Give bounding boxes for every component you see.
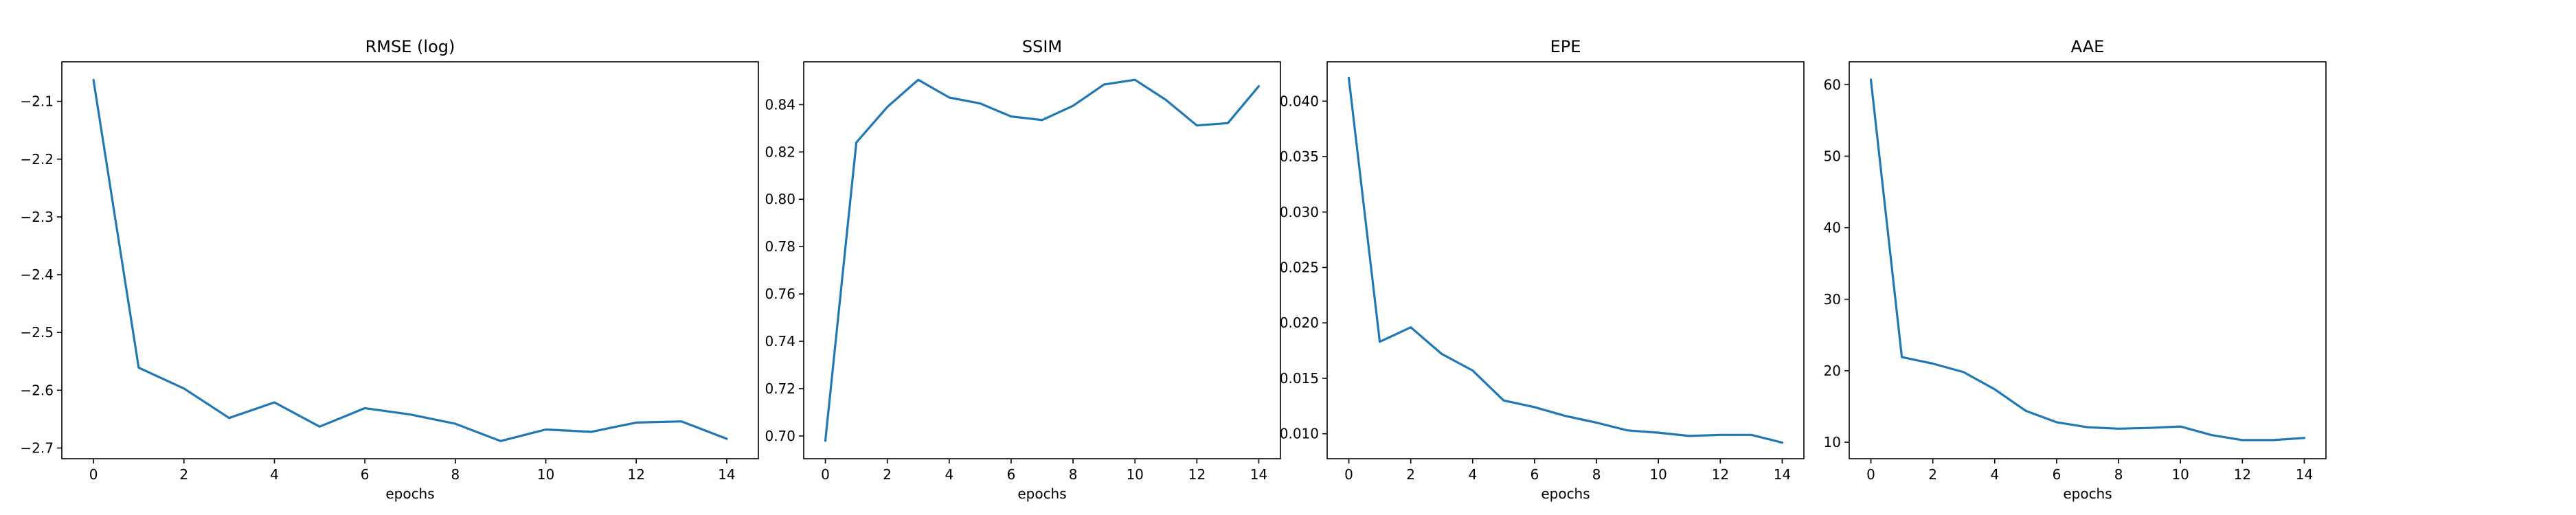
x-tick-label: 10 xyxy=(1649,466,1667,483)
y-tick-label: 0.80 xyxy=(765,191,795,207)
plot-frame xyxy=(61,61,759,459)
subplot-ssim: SSIM epochs 0 2 4 6 8 10 12 14 0.70 0.72 0.74 0.76 0… xyxy=(765,37,1281,502)
y-tick-label: 0.025 xyxy=(1280,259,1319,275)
y-tick-label: −2.3 xyxy=(20,209,54,225)
x-tick-label: 14 xyxy=(2296,466,2313,483)
x-tick-label: 10 xyxy=(1126,466,1143,483)
x-tick-label: 4 xyxy=(1468,466,1477,483)
plot-frame xyxy=(1849,61,2327,459)
series-line xyxy=(1347,76,1784,444)
y-tick-label: 0.70 xyxy=(765,428,795,444)
y-tick-label: 0.76 xyxy=(765,286,795,302)
x-tick-label: 10 xyxy=(537,466,554,483)
chart-title: EPE xyxy=(1550,37,1581,56)
y-tick-label: 0.84 xyxy=(765,96,795,113)
series-line xyxy=(92,78,728,442)
x-tick-label: 2 xyxy=(1928,466,1937,483)
chart-title: SSIM xyxy=(1022,37,1062,56)
y-tick-label: 0.78 xyxy=(765,238,795,255)
y-tick-label: 0.035 xyxy=(1280,148,1319,165)
x-tick-label: 2 xyxy=(883,466,892,483)
y-tick-label: −2.6 xyxy=(20,382,54,398)
x-tick-label: 12 xyxy=(1712,466,1729,483)
y-tick-label: −2.1 xyxy=(20,93,54,110)
y-tick-label: 0.015 xyxy=(1280,370,1319,387)
x-tick-label: 6 xyxy=(2053,466,2061,483)
y-tick-label: 10 xyxy=(1824,434,1841,450)
y-tick-label: −2.7 xyxy=(20,439,54,456)
y-tick-label: 20 xyxy=(1824,363,1841,379)
x-tick-label: 14 xyxy=(718,466,735,483)
series-line xyxy=(1869,78,2306,442)
y-tick-label: −2.2 xyxy=(20,151,54,168)
x-tick-label: 2 xyxy=(1406,466,1415,483)
y-tick-label: 0.010 xyxy=(1280,426,1319,442)
x-axis-label: epochs xyxy=(2063,485,2112,502)
x-tick-label: 0 xyxy=(1344,466,1353,483)
x-tick-label: 6 xyxy=(361,466,370,483)
y-tick-label: 0.74 xyxy=(765,333,795,350)
y-tick-label: 0.030 xyxy=(1280,204,1319,220)
y-tick-label: 60 xyxy=(1824,76,1841,93)
x-tick-label: 14 xyxy=(1250,466,1267,483)
subplot-epe: EPE epochs 0 2 4 6 8 10 12 14 0.010 0.015 0.020 0.0… xyxy=(1280,37,1805,502)
x-tick-label: 4 xyxy=(1990,466,1999,483)
x-tick-label: 0 xyxy=(1866,466,1875,483)
y-tick-label: 40 xyxy=(1824,220,1841,236)
x-tick-label: 4 xyxy=(270,466,279,483)
x-tick-label: 4 xyxy=(945,466,953,483)
x-tick-label: 14 xyxy=(1774,466,1791,483)
y-tick-label: 0.72 xyxy=(765,380,795,397)
y-tick-label: 30 xyxy=(1824,291,1841,308)
x-tick-label: 12 xyxy=(1188,466,1206,483)
x-tick-label: 8 xyxy=(1069,466,1078,483)
x-axis-label: epochs xyxy=(385,485,434,502)
x-tick-label: 8 xyxy=(451,466,460,483)
x-tick-label: 12 xyxy=(627,466,644,483)
x-axis-label: epochs xyxy=(1017,485,1066,502)
x-tick-label: 0 xyxy=(89,466,98,483)
y-tick-label: 0.020 xyxy=(1280,314,1319,331)
x-axis-label: epochs xyxy=(1541,485,1590,502)
y-tick-label: −2.5 xyxy=(20,324,54,341)
x-tick-label: 0 xyxy=(821,466,830,483)
x-tick-label: 6 xyxy=(1530,466,1539,483)
subplot-rmse: RMSE (log) epochs 0 2 4 6 8 10 12 14 −2.7 −2.6 −2.… xyxy=(20,37,759,502)
plot-frame xyxy=(803,61,1281,459)
subplot-aae: AAE epochs 0 2 4 6 8 10 12 14 10 20 30 40 50 60 xyxy=(1824,37,2327,502)
y-tick-label: −2.4 xyxy=(20,266,54,283)
plot-frame xyxy=(1326,61,1805,459)
x-tick-label: 8 xyxy=(1592,466,1601,483)
x-tick-label: 8 xyxy=(2114,466,2123,483)
series-line xyxy=(824,78,1261,442)
y-tick-label: 0.82 xyxy=(765,144,795,160)
y-tick-label: 0.040 xyxy=(1280,93,1319,109)
chart-title: RMSE (log) xyxy=(365,37,455,56)
chart-title: AAE xyxy=(2071,37,2105,56)
x-tick-label: 12 xyxy=(2234,466,2251,483)
y-tick-label: 50 xyxy=(1824,148,1841,164)
x-tick-label: 6 xyxy=(1007,466,1016,483)
x-tick-label: 2 xyxy=(179,466,188,483)
x-tick-label: 10 xyxy=(2171,466,2189,483)
